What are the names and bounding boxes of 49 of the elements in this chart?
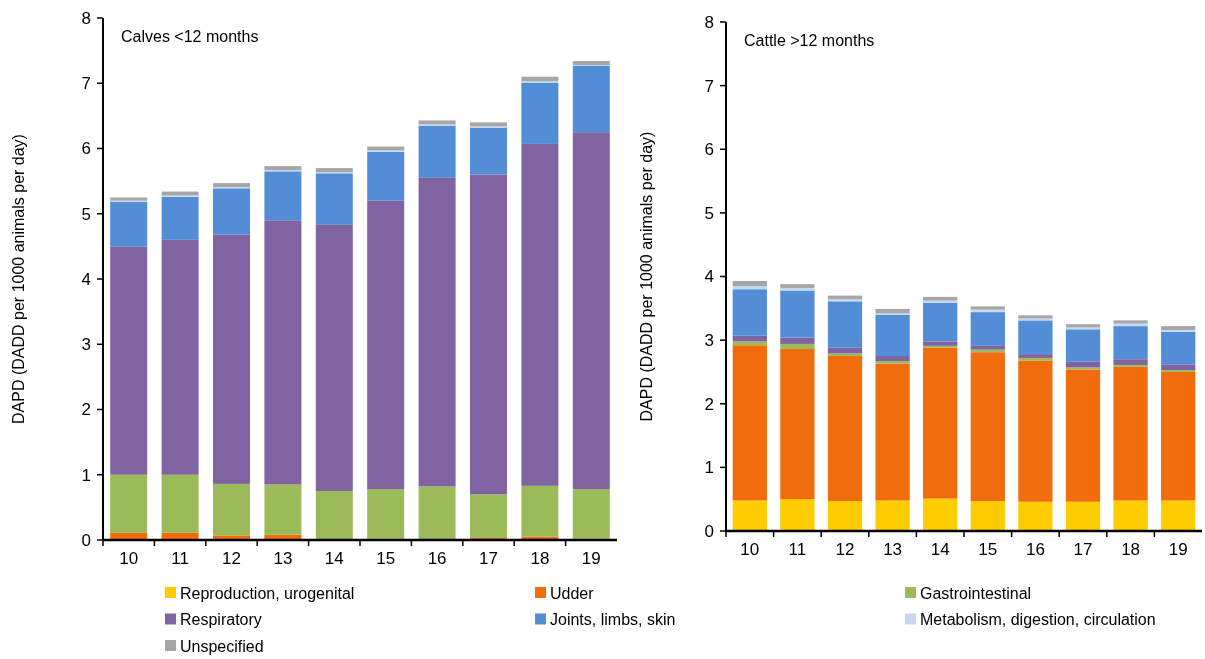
- y-tick-label: 1: [81, 465, 91, 485]
- x-tick-label: 19: [1168, 540, 1188, 559]
- legend-label: Unspecified: [180, 637, 264, 655]
- legend-label: Udder: [550, 584, 595, 602]
- x-tick-label: 15: [376, 549, 396, 568]
- x-tick-label: 16: [427, 549, 447, 568]
- x-tick-label: 14: [324, 549, 344, 568]
- y-tick-label: 2: [704, 394, 714, 414]
- x-tick-label: 18: [530, 549, 550, 568]
- text: Calves <12 months: [121, 28, 259, 45]
- legend-label: Metabolism, digestion, circulation: [920, 611, 1156, 629]
- x-tick-label: 11: [171, 549, 189, 568]
- x-tick-label: 10: [740, 540, 760, 559]
- x-tick-label: 17: [1073, 540, 1093, 559]
- legend-label: Respiratory: [180, 611, 262, 629]
- y-tick-label: 6: [81, 139, 91, 159]
- x-tick-label: 10: [119, 549, 139, 568]
- y-tick-label: 0: [81, 530, 91, 550]
- x-tick-label: 18: [1121, 540, 1141, 559]
- y-tick-label: 7: [81, 74, 91, 94]
- x-tick-label: 17: [479, 549, 498, 568]
- y-tick-label: 6: [704, 140, 714, 160]
- y-tick-label: 1: [704, 458, 714, 478]
- y-tick-label: 2: [81, 400, 91, 420]
- legend-label: Gastrointestinal: [920, 584, 1032, 602]
- y-tick-label: 8: [81, 8, 91, 28]
- x-tick-label: 19: [581, 549, 601, 568]
- x-tick-label: 12: [835, 540, 855, 559]
- x-tick-label: 11: [788, 540, 807, 559]
- y-axis-title: DAPD (DADD per 1000 animals per day): [10, 134, 27, 424]
- y-tick-label: 4: [704, 267, 714, 287]
- legend-label: Reproduction, urogenital: [180, 584, 355, 602]
- y-tick-label: 0: [704, 521, 714, 541]
- y-tick-label: 5: [704, 203, 714, 223]
- x-tick-label: 16: [1025, 540, 1045, 559]
- x-tick-label: 13: [883, 540, 903, 559]
- x-tick-label: 13: [273, 549, 293, 568]
- y-tick-label: 7: [704, 76, 714, 96]
- y-tick-label: 5: [81, 204, 91, 224]
- y-tick-label: 8: [704, 12, 714, 32]
- y-tick-label: 4: [81, 269, 91, 289]
- x-tick-label: 12: [222, 549, 241, 568]
- x-tick-label: 14: [930, 540, 950, 559]
- y-axis-title: DAPD (DADD per 1000 animals per day): [638, 131, 655, 422]
- y-tick-label: 3: [81, 335, 91, 355]
- x-tick-label: 15: [978, 540, 998, 559]
- text: Cattle >12 months: [744, 32, 875, 49]
- y-tick-label: 3: [704, 331, 714, 351]
- legend-label: Joints, limbs, skin: [550, 611, 676, 629]
